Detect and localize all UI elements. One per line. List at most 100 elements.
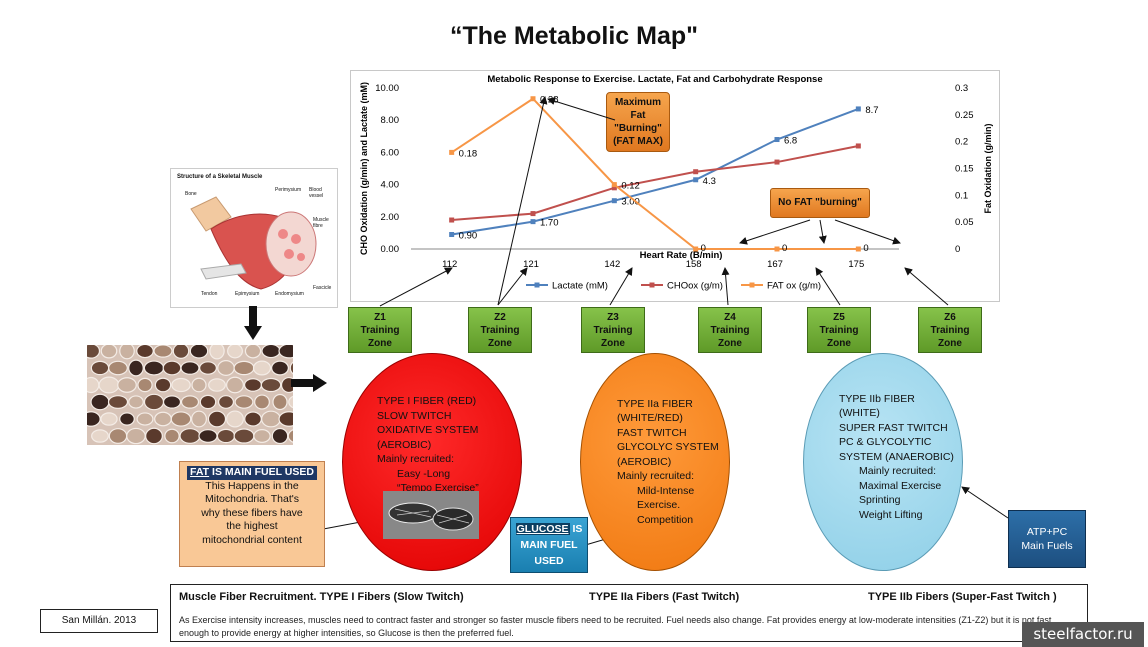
legend-marker xyxy=(749,282,755,288)
fiber-text-line: SYSTEM (ANAEROBIC) xyxy=(839,450,954,463)
fiber-cell xyxy=(87,411,101,427)
author-credit: San Millán. 2013 xyxy=(40,609,158,633)
fiber-cell xyxy=(271,427,289,445)
data-point xyxy=(449,149,455,155)
fiber-cell xyxy=(179,428,201,444)
data-point xyxy=(449,232,455,238)
y-tick-label: 6.00 xyxy=(381,147,400,158)
y-tick-label: 10.00 xyxy=(375,83,399,94)
data-label: 6.8 xyxy=(784,136,797,147)
fiber-cell xyxy=(278,345,293,359)
fiber-text-line: Mainly recruited: xyxy=(617,470,695,483)
right-arrow-icon xyxy=(291,374,327,392)
data-label: 0 xyxy=(701,243,706,254)
data-label: 0 xyxy=(863,243,868,254)
fiber-text-line: TYPE IIb FIBER xyxy=(839,392,915,405)
fiber-cell xyxy=(117,377,137,393)
type2b-fiber-text: TYPE IIb FIBER (WHITE) SUPER FAST TWITCH PC… xyxy=(839,392,954,523)
fiber-text-line: Sprinting xyxy=(859,494,901,507)
watermark: steelfactor.ru xyxy=(1022,622,1144,647)
label-endomysium: Endomysium xyxy=(275,291,304,297)
y-tick-label: 8.00 xyxy=(381,115,400,126)
glucose-fuel-box: GLUCOSE IS MAIN FUEL USED xyxy=(510,517,588,573)
data-point xyxy=(693,177,699,183)
label-blood-vessel: Blood vessel xyxy=(309,187,324,199)
zone-text: Training xyxy=(593,324,633,336)
label-bone: Bone xyxy=(185,191,197,197)
fat-box-line: mitochondrial content xyxy=(202,533,302,546)
data-point xyxy=(774,137,780,143)
no-fat-text: No FAT "burning" xyxy=(778,197,862,208)
zone-box-z2: Z2 Training Zone xyxy=(468,307,532,353)
y-tick-label: 4.00 xyxy=(381,180,400,191)
chart-canvas: Metabolic Response to Exercise. Lactate,… xyxy=(359,74,993,292)
data-point xyxy=(693,169,699,175)
fiber-text-line: Mild-Intense Exercise. xyxy=(637,484,695,512)
fiber-cell xyxy=(207,410,227,428)
fiber-recruitment-footer: Muscle Fiber Recruitment. TYPE I Fibers … xyxy=(170,584,1088,642)
fiber-cell xyxy=(143,393,165,411)
fiber-cell xyxy=(87,345,101,359)
page-title: “The Metabolic Map" xyxy=(450,22,698,50)
zone-text: Zone xyxy=(827,337,851,349)
fiber-cell xyxy=(100,412,118,426)
fat-max-callout: Maximum Fat "Burning" (FAT MAX) xyxy=(606,92,670,152)
x-tick-label: 158 xyxy=(686,259,702,270)
zone-box-z3: Z3 Training Zone xyxy=(581,307,645,353)
zone-box-z4: Z4 Training Zone xyxy=(698,307,762,353)
zone-box-z1: Z1 Training Zone xyxy=(348,307,412,353)
data-point xyxy=(449,217,455,223)
fiber-cell xyxy=(180,361,200,375)
fiber-cell xyxy=(244,345,262,359)
fiber-cell xyxy=(136,412,154,426)
zone-text: Training xyxy=(819,324,859,336)
legend-label: FAT ox (g/m) xyxy=(767,281,821,292)
data-point xyxy=(693,246,699,252)
x-axis-label: Heart Rate (B/min) xyxy=(640,250,723,261)
fat-box-line: why these fibers have xyxy=(201,506,303,519)
data-point xyxy=(530,219,536,225)
fat-box-lines: This Happens in the Mitochondria. That's w… xyxy=(180,480,324,548)
footer-heading-type2b: TYPE IIb Fibers (Super-Fast Twitch ) xyxy=(868,591,1057,603)
legend-marker xyxy=(649,282,655,288)
glucose-highlight: GLUCOSE xyxy=(515,523,570,535)
data-point xyxy=(774,246,780,252)
fiber-cell xyxy=(162,360,182,376)
label-tendon: Tendon xyxy=(201,291,218,297)
fiber-cell xyxy=(191,377,207,393)
data-label: 0.18 xyxy=(459,148,478,159)
label-muscle-fibre: Muscle fibre xyxy=(313,217,329,229)
fiber-cell xyxy=(199,361,217,375)
zone-text: Zone xyxy=(488,337,512,349)
atp-fuel-box: ATP+PC Main Fuels xyxy=(1008,510,1086,568)
fiber-cell xyxy=(253,429,271,443)
fiber-text-line: OXIDATIVE SYSTEM xyxy=(377,424,479,437)
y2-tick-label: 0.15 xyxy=(955,164,974,175)
atp-line2: Main Fuels xyxy=(1021,540,1073,552)
x-tick-label: 121 xyxy=(523,259,539,270)
fat-highlight: FAT xyxy=(190,466,210,478)
glucose-title-rest: IS xyxy=(569,523,583,535)
fiber-cell xyxy=(199,394,217,410)
fiber-cell xyxy=(217,395,235,409)
fiber-text-line: (AEROBIC) xyxy=(377,438,432,451)
type2a-fiber-ellipse: TYPE IIa FIBER (WHITE/RED) FAST TWITCH GLYC… xyxy=(580,353,730,571)
fiber-text-line: Competition xyxy=(637,513,694,526)
fat-box-line: Mitochondria. That's xyxy=(204,493,300,505)
fiber-cell xyxy=(208,378,226,392)
zone-text: Z2 xyxy=(494,311,506,323)
data-label: 4.3 xyxy=(703,176,716,187)
fiber-cell xyxy=(216,428,236,444)
fiber-text-line: SLOW TWITCH xyxy=(377,409,452,422)
fiber-cell xyxy=(171,377,191,393)
data-point xyxy=(855,246,861,252)
fiber-cell xyxy=(209,345,225,360)
data-label: 0.90 xyxy=(459,231,478,242)
fiber-text-line: TYPE IIa FIBER xyxy=(617,397,693,410)
y-tick-label: 2.00 xyxy=(381,212,400,223)
fiber-text-line: (WHITE/RED) xyxy=(617,412,683,425)
zone-text: Zone xyxy=(938,337,962,349)
fat-title-rest: IS MAIN FUEL USED xyxy=(209,466,314,478)
fiber-cell xyxy=(98,376,120,394)
mitochondria-image xyxy=(383,491,479,539)
